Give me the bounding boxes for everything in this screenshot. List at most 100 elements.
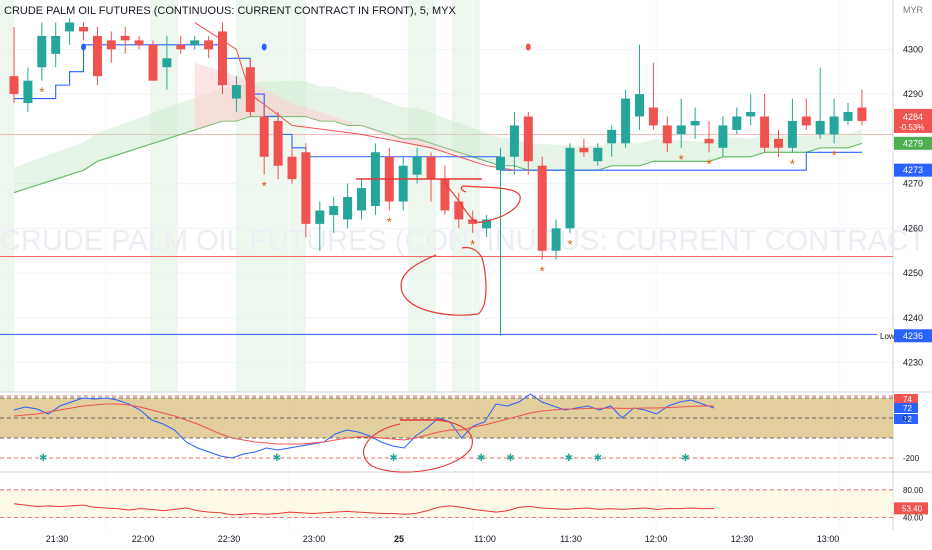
candle-body [468, 219, 478, 224]
candle-body [426, 156, 436, 180]
candle-body [204, 40, 214, 50]
rsi-tag-bg [894, 502, 928, 515]
time-tick-label: 12:00 [645, 534, 668, 544]
candle-body [787, 120, 797, 148]
price-tick-label: 4270 [903, 179, 923, 189]
symbol-watermark: CRUDE PALM OIL FUTURES (CONTINUOUS: CURR… [0, 225, 932, 257]
star-marker: * [790, 156, 795, 171]
price-tag-bg [894, 163, 932, 177]
candle-body [162, 58, 172, 68]
time-tick-label: 25 [394, 534, 404, 544]
resistance-trend-line [194, 22, 515, 171]
oscillator-marker: ✱ [506, 453, 514, 464]
oscillator-series-1 [13, 403, 714, 445]
candle-body [231, 85, 241, 99]
rsi-band [0, 489, 893, 518]
candle-body [134, 40, 144, 45]
candle-body [829, 116, 839, 135]
oscillator-marker: ✱ [389, 453, 397, 464]
price-tag-label: 4273 [903, 165, 923, 175]
candle-body [9, 76, 19, 95]
candle-body [51, 35, 61, 54]
oscillator-tag-label: 72 [903, 415, 912, 424]
candle-body [593, 147, 603, 162]
price-tick-label: 4240 [903, 313, 923, 323]
price-tag-bg [894, 136, 932, 150]
candle-body [801, 116, 811, 126]
low-tag-label: Low [880, 332, 895, 341]
oscillator-tag-bg [894, 414, 918, 424]
candle-body [245, 67, 255, 112]
candle-body [774, 138, 783, 148]
candle-body [579, 147, 589, 153]
candle-body [537, 165, 547, 251]
oscillator-tag-label: 72 [903, 404, 912, 413]
oscillator-tick-label: -200 [903, 454, 920, 463]
candle-body [635, 94, 644, 117]
candle-body [273, 120, 283, 166]
freehand-loop [443, 182, 521, 223]
candle-body [760, 116, 770, 148]
star-marker: * [679, 152, 684, 167]
price-tag-label: 4284 [903, 112, 923, 122]
signal-dot [261, 43, 267, 51]
freehand-circle [400, 246, 487, 316]
star-marker: * [567, 237, 572, 252]
candle-body [37, 35, 47, 68]
time-axis[interactable]: 21:30 22:00 22:30 23:00 25 11:00 11:30 12:00 12:… [46, 534, 840, 544]
candle-body [662, 125, 672, 144]
price-axis[interactable]: 4230 4240 4250 4260 4270 4290 4300 4284-0.53% 42… [877, 44, 932, 368]
star-marker: * [39, 85, 44, 100]
time-tick-label: 23:00 [303, 534, 326, 544]
time-tick-label: 11:30 [560, 534, 582, 544]
candle-body [23, 80, 33, 104]
star-marker: * [706, 156, 711, 171]
rsi-tag-label: 53.40 [902, 504, 923, 513]
rsi-tick-label: 80.00 [903, 486, 924, 495]
candle-body [218, 31, 227, 86]
candle-body [315, 210, 325, 224]
price-tick-label: 4250 [903, 268, 923, 278]
session-shade-3 [408, 0, 436, 392]
price-change-label: -0.53% [899, 123, 924, 132]
time-tick-label: 21:30 [46, 534, 69, 544]
session-shade-4 [452, 0, 480, 392]
candle-body [482, 219, 492, 229]
currency-label: MYR [903, 5, 923, 15]
candle-body [120, 35, 130, 41]
candle-body [301, 152, 311, 224]
candle-body [843, 111, 853, 121]
candle-body [259, 116, 269, 157]
star-marker: * [832, 147, 837, 162]
candle-body [718, 125, 728, 148]
symbol-title[interactable]: CRUDE PALM OIL FUTURES (CONTINUOUS: CURR… [4, 5, 456, 17]
candle-body [92, 35, 102, 77]
oscillator-marker: ✱ [681, 453, 689, 464]
candle-body [343, 197, 353, 220]
candle-body [815, 120, 825, 135]
oscillator-tag-bg [894, 394, 918, 404]
oscillator-marker: ✱ [273, 453, 281, 464]
price-tick-label: 4300 [903, 44, 923, 54]
star-marker: * [262, 179, 267, 194]
candle-body [357, 188, 366, 211]
price-tag-bg [894, 329, 932, 343]
oscillator-tag-bg [894, 403, 918, 413]
price-tag-bg [894, 108, 932, 133]
low-tag-bg [877, 329, 894, 343]
candle-body [565, 147, 575, 229]
oscillator-marker: ✱ [565, 453, 573, 464]
candle-body [65, 22, 75, 32]
signal-dot [525, 43, 531, 51]
price-tick-label: 4260 [903, 223, 923, 233]
time-tick-label: 22:30 [218, 534, 241, 544]
candle-body [676, 125, 686, 135]
candle-body [690, 120, 700, 126]
price-tick-label: 4230 [903, 358, 923, 368]
rsi-pane: 40.00 80.00 53.40 [0, 486, 928, 523]
candle-body [79, 26, 88, 32]
signal-markers: * * * * * * * * * * [39, 43, 837, 279]
candle-body [704, 138, 714, 144]
oscillator-marker: ✱ [477, 453, 485, 464]
